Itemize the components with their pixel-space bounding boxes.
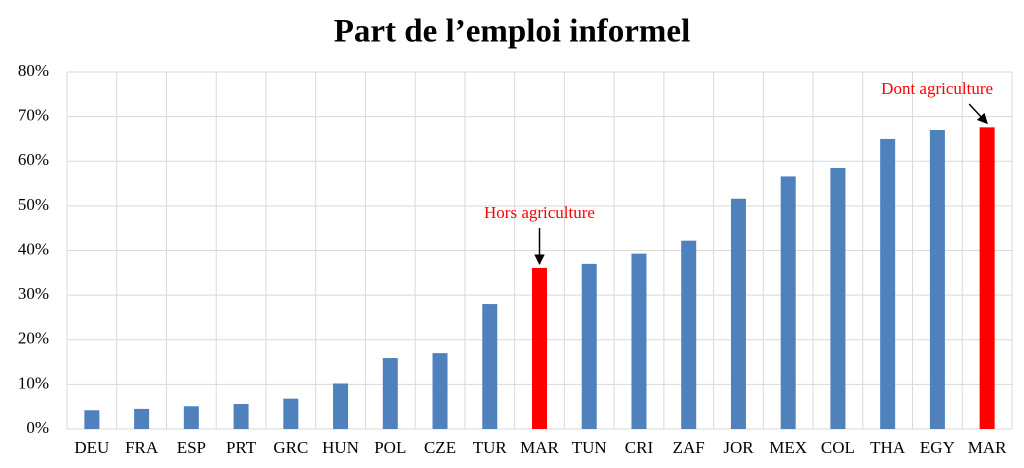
bar [830, 167, 846, 429]
x-tick-label: TUN [572, 438, 607, 457]
x-tick-label: HUN [322, 438, 359, 457]
y-tick-label: 60% [18, 150, 49, 169]
y-tick-label: 50% [18, 195, 49, 214]
bar [880, 138, 896, 429]
x-tick-label: THA [870, 438, 906, 457]
x-tick-label: COL [821, 438, 855, 457]
bar [333, 383, 349, 429]
y-tick-label: 20% [18, 329, 49, 348]
x-tick-label: GRC [273, 438, 308, 457]
bar [482, 304, 498, 429]
y-tick-label: 80% [18, 61, 49, 80]
x-tick-label: MEX [769, 438, 807, 457]
x-tick-label: CZE [424, 438, 456, 457]
y-tick-label: 70% [18, 106, 49, 125]
x-tick-label: JOR [723, 438, 754, 457]
x-tick-label: POL [374, 438, 406, 457]
x-tick-label: PRT [226, 438, 257, 457]
chart-title: Part de l’emploi informel [334, 14, 691, 50]
x-tick-label: ESP [177, 438, 206, 457]
y-tick-label: 10% [18, 373, 49, 392]
bar [780, 176, 796, 429]
bar [929, 130, 945, 429]
x-tick-label: FRA [125, 438, 159, 457]
x-tick-label: TUR [473, 438, 508, 457]
bar [532, 267, 547, 429]
bar [283, 398, 299, 429]
bar [979, 127, 995, 430]
y-tick-label: 40% [18, 239, 49, 258]
y-tick-label: 0% [26, 418, 49, 437]
bar [681, 240, 697, 429]
bar [382, 358, 398, 429]
y-tick-label: 30% [18, 284, 49, 303]
x-tick-label: MAR [520, 438, 559, 457]
annotation-arrow [968, 103, 988, 125]
x-tick-label: ZAF [673, 438, 705, 457]
x-tick-label: MAR [968, 438, 1007, 457]
x-tick-label: CRI [625, 438, 654, 457]
bar [631, 253, 647, 429]
bar [581, 263, 597, 429]
bar [84, 410, 100, 429]
x-tick-label: EGY [920, 438, 955, 457]
bar [432, 353, 448, 429]
x-tick-label: DEU [74, 438, 109, 457]
bar [233, 404, 249, 429]
bar [183, 406, 199, 429]
annotation: Dont agriculture [881, 79, 993, 98]
bar [134, 408, 150, 429]
bar [730, 198, 746, 429]
annotation: Hors agriculture [484, 203, 595, 222]
